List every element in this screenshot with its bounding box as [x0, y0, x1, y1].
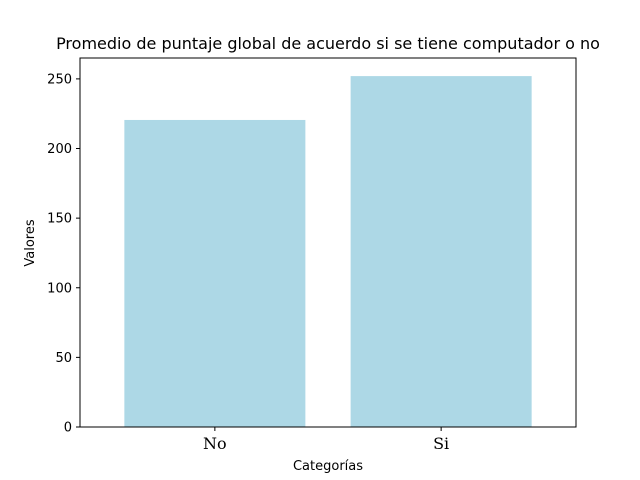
y-tick-label: 50	[55, 351, 72, 366]
x-tick-label: Si	[433, 434, 449, 453]
axes-frame	[79, 57, 577, 428]
chart-title: Promedio de puntaje global de acuerdo si…	[56, 34, 600, 53]
bar-si	[350, 76, 532, 428]
bar-no	[124, 119, 306, 428]
y-tick-label: 150	[47, 212, 72, 227]
x-tick-label: No	[203, 434, 227, 453]
y-axis-ticks: 0 50 100 150 200 250	[47, 72, 80, 436]
y-tick-label: 250	[47, 72, 72, 87]
y-tick-label: 200	[47, 142, 72, 157]
y-tick-label: 100	[47, 281, 72, 296]
y-tick-label: 0	[64, 421, 72, 436]
x-axis-ticks: No Si	[203, 427, 449, 453]
bars-group	[124, 76, 532, 428]
y-axis-label: Valores	[23, 219, 38, 266]
x-axis-label: Categorías	[293, 459, 363, 474]
